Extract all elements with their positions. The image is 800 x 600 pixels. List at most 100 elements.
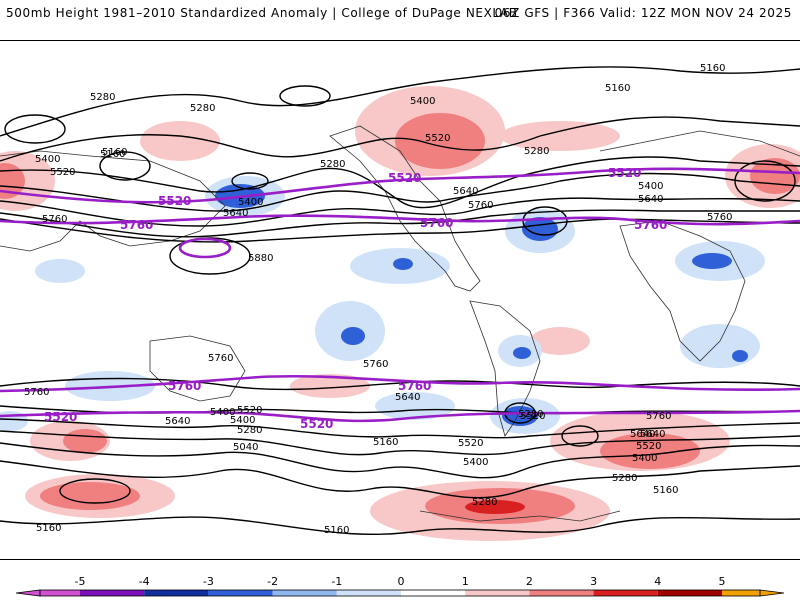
colorbar-swatch: [16, 590, 80, 596]
contour-label: 5280: [190, 103, 215, 114]
colorbar-swatch: [529, 590, 594, 596]
contour-label: 5400: [35, 154, 60, 165]
contour-label: 5400: [238, 197, 263, 208]
colorbar-swatch: [722, 590, 784, 596]
black-contour-labels: 5160 5280 5160 5400 5160 5520 5280 5400 …: [24, 63, 732, 536]
contour-label: 5760: [468, 200, 493, 211]
contour-label: 5640: [165, 416, 190, 427]
anomaly-positive-southern-ocean-b-max: [465, 500, 525, 514]
anomaly-negative-indian-core: [732, 350, 748, 362]
contour-line: [0, 442, 800, 479]
purple-contour-5880: [178, 237, 232, 259]
contour-label: 5640: [453, 186, 478, 197]
contour-label: 5160: [700, 63, 725, 74]
contour-label: 5400: [410, 96, 435, 107]
purple-contour-5760-south: [0, 374, 800, 393]
anomaly-negative-africa-core: [692, 253, 732, 269]
south-america-coast: [469, 300, 541, 437]
colorbar-swatch: [144, 590, 209, 596]
colorbar-tick-label: -5: [74, 575, 86, 588]
colorbar-swatch: [401, 590, 466, 596]
anomaly-positive-west-core: [0, 163, 25, 199]
purple-contour-5760-north: [0, 214, 800, 226]
colorbar-tick-label: -3: [202, 575, 214, 588]
contour-closed: [59, 478, 131, 504]
purple-contour-label: 5520: [608, 166, 641, 180]
anomaly-positive-south-indian-core: [63, 429, 107, 453]
anomaly-positive-southern-ocean-a-core: [40, 482, 140, 510]
colorbar-swatch: [336, 590, 401, 596]
contour-label: 5760: [24, 387, 49, 398]
contour-line: [0, 516, 800, 536]
antarctica-coast: [419, 510, 621, 522]
contour-line: [0, 116, 800, 162]
contour-label: 5160: [373, 437, 398, 448]
contour-label: 5400: [463, 457, 488, 468]
purple-contour-5520-south: [0, 409, 800, 423]
contour-label: 5640: [638, 194, 663, 205]
contour-label: 5520: [237, 405, 262, 416]
contour-line: [0, 460, 800, 499]
contour-label: 5040: [233, 442, 258, 453]
colorbar-left-arrow-outline: [15, 589, 41, 597]
anomaly-negative-southern-pacific-b: [375, 392, 455, 420]
contour-label: 5160: [324, 525, 349, 536]
anomaly-positive-pacific: [140, 121, 220, 161]
colorbar-swatch: [80, 590, 145, 596]
contour-label: 5520: [520, 411, 545, 422]
colorbar-swatches: [16, 590, 784, 596]
contour-line: [0, 156, 800, 209]
contour-label: 5760: [363, 359, 388, 370]
colorbar-tick-label: 2: [525, 575, 533, 588]
purple-contour-label: 5760: [420, 216, 453, 230]
contour-line: [0, 218, 800, 243]
north-america-coast: [329, 125, 481, 292]
contour-label: 5160: [36, 523, 61, 534]
contour-label: 5400: [210, 407, 235, 418]
contour-label: 5280: [612, 473, 637, 484]
australia-coast: [149, 335, 246, 402]
purple-contour-label: 5520: [44, 410, 77, 424]
contour-label: 5640: [395, 392, 420, 403]
anomaly-negative-indian: [680, 324, 760, 368]
colorbar-tick-label: 4: [654, 575, 662, 588]
purple-contour-labels: 5520 5760 5520 5760 5520 5760 5760 5760 …: [44, 166, 667, 431]
contour-line: [0, 377, 800, 391]
colorbar-swatch: [465, 590, 530, 596]
colorbar: [15, 589, 785, 597]
contour-closed: [99, 151, 151, 181]
anomaly-positive-atlantic: [500, 121, 620, 151]
purple-contour-label: 5520: [300, 417, 333, 431]
model-run-info: 06Z GFS | F366 Valid: 12Z MON NOV 24 202…: [494, 6, 792, 20]
colorbar-tick-label: -2: [267, 575, 279, 588]
purple-contour-5520-north: [0, 167, 800, 204]
contour-label: 5280: [518, 409, 543, 420]
colorbar-tick-label: 1: [461, 575, 469, 588]
colorbar-tick-label: 3: [590, 575, 598, 588]
anomaly-positive-south-atlantic-b: [530, 327, 590, 355]
contour-label: 5280: [237, 425, 262, 436]
contour-label: 5760: [208, 353, 233, 364]
contour-label: 5760: [707, 212, 732, 223]
colorbar-swatch: [272, 590, 337, 596]
contour-label: 5160: [102, 147, 127, 158]
contour-line: [0, 172, 800, 212]
purple-contour-label: 5760: [398, 379, 431, 393]
contour-line: [0, 209, 800, 238]
contour-label: 5160: [605, 83, 630, 94]
contour-closed: [734, 160, 796, 202]
contour-label: 5880: [248, 253, 273, 264]
map-title: 500mb Height 1981–2010 Standardized Anom…: [6, 6, 518, 20]
colorbar-tick-label: -1: [331, 575, 343, 588]
contour-label: 5520: [458, 438, 483, 449]
contour-label: 5520: [50, 167, 75, 178]
contour-closed: [561, 425, 599, 447]
africa-coast: [619, 220, 746, 362]
colorbar-swatch: [657, 590, 722, 596]
contour-label: 5280: [472, 497, 497, 508]
contour-label: 5760: [42, 214, 67, 225]
contour-closed: [231, 172, 269, 190]
coastlines: [0, 125, 800, 522]
contour-label: 5280: [320, 159, 345, 170]
anomaly-positive-nam-core: [395, 113, 485, 169]
